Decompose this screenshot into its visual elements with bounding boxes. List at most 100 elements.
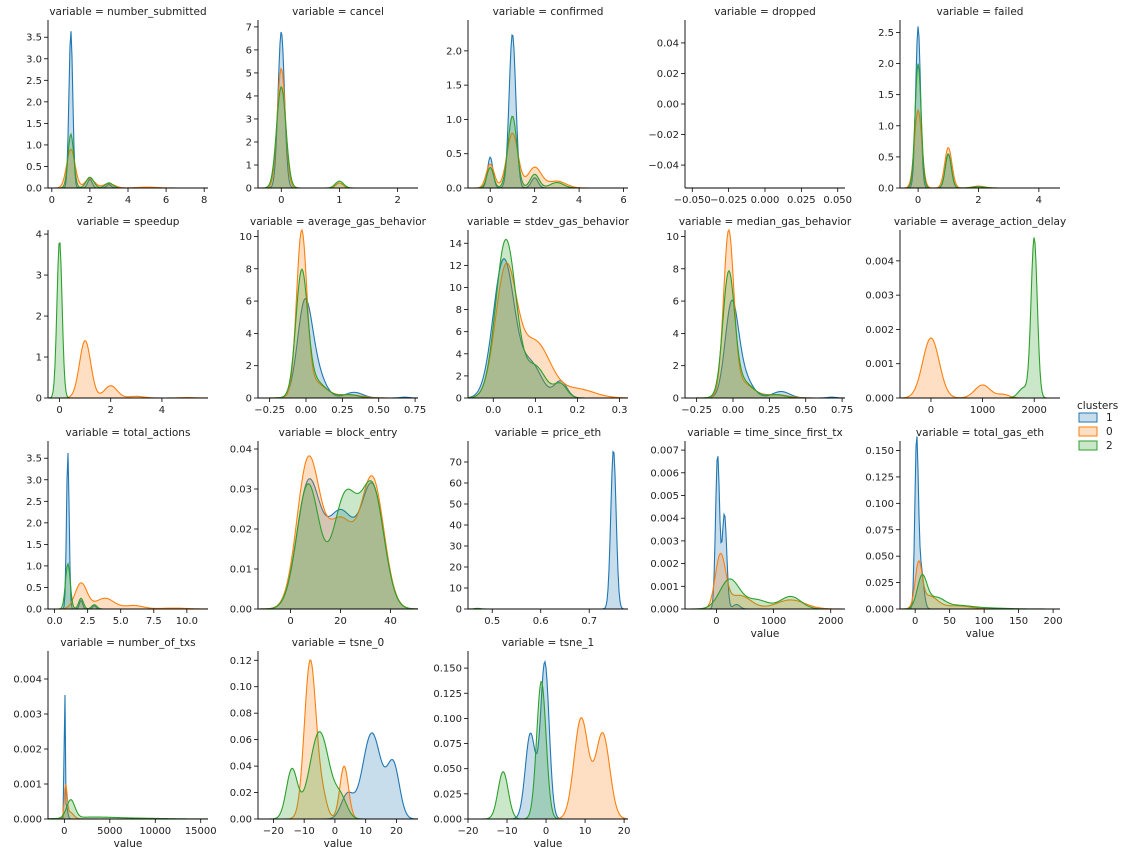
y-tick-label: 0 — [36, 394, 42, 405]
x-tick-label: 4 — [125, 195, 131, 206]
x-tick-label: −10 — [294, 826, 315, 837]
facet-title: variable = tsne_0 — [292, 637, 384, 649]
density-area-cluster-0 — [685, 229, 845, 398]
y-tick-label: 4 — [673, 329, 679, 340]
density-line-cluster-0 — [48, 339, 209, 399]
x-tick-label: 0.6 — [533, 616, 549, 627]
legend-swatch-cluster-0 — [1078, 426, 1098, 437]
legend-label: 2 — [1106, 440, 1113, 452]
facet-title: variable = dropped — [714, 6, 815, 18]
y-tick-label: 0.002 — [865, 325, 894, 336]
density-line-cluster-1 — [685, 456, 845, 610]
y-tick-label: 0.003 — [650, 536, 679, 547]
y-tick-label: 8 — [456, 305, 462, 316]
density-line-cluster-0 — [48, 582, 209, 610]
y-tick-label: 0.001 — [865, 359, 894, 370]
density-line-cluster-2 — [258, 480, 419, 610]
x-tick-label: 40 — [384, 616, 397, 627]
facet-title: variable = time_since_first_tx — [687, 427, 842, 439]
x-tick-label: 2000 — [818, 616, 843, 627]
y-tick-label: 8 — [246, 264, 252, 275]
x-tick-label: 0 — [487, 195, 493, 206]
x-tick-label: 5.0 — [113, 616, 129, 627]
y-tick-label: 0.10 — [230, 682, 252, 693]
density-area-cluster-0 — [48, 582, 208, 609]
y-tick-label: 0.04 — [230, 445, 252, 456]
facet-title: variable = tsne_1 — [502, 637, 594, 649]
x-axis-label: value — [324, 838, 353, 850]
density-area-cluster-2 — [48, 242, 208, 398]
y-tick-label: 6 — [673, 297, 679, 308]
y-tick-label: 0.000 — [13, 815, 42, 826]
y-tick-label: 1 — [246, 160, 252, 171]
facet-7: variable = stdev_gas_behavior 0 2 4 6 8 10 12 14… — [449, 216, 629, 416]
x-tick-label: 20 — [618, 826, 631, 837]
x-tick-label: 0.7 — [581, 616, 597, 627]
x-tick-label: 2 — [108, 405, 114, 416]
x-tick-label: 2 — [87, 195, 93, 206]
y-tick-label: 6 — [246, 45, 252, 56]
y-tick-label: 0.150 — [433, 664, 462, 675]
y-tick-label: 4 — [246, 91, 252, 102]
facet-12: variable = price_eth 0 10 20 30 40 50 60 70 0.5 0.… — [449, 427, 628, 627]
y-tick-label: 0.5 — [26, 583, 42, 594]
density-area-cluster-0 — [900, 338, 1060, 398]
y-tick-label: 2 — [456, 371, 462, 382]
density-area-cluster-0 — [900, 560, 1060, 609]
facet-title: variable = total_gas_eth — [916, 427, 1044, 439]
facet-title: variable = cancel — [292, 6, 384, 18]
x-tick-label: 15000 — [185, 826, 217, 837]
density-area-cluster-2 — [258, 480, 418, 609]
density-line-cluster-0 — [258, 228, 418, 399]
y-tick-label: 0.00 — [230, 815, 252, 826]
y-tick-label: 2.5 — [26, 497, 42, 508]
x-tick-label: 2 — [531, 195, 537, 206]
density-area-cluster-0 — [48, 340, 208, 398]
density-line-cluster-2 — [685, 269, 845, 399]
x-tick-label: 0.25 — [331, 405, 353, 416]
facet-16: variable = tsne_0 0.00 0.02 0.04 0.06 0.08 0.1… — [230, 637, 419, 850]
y-tick-label: 0.06 — [230, 735, 252, 746]
y-tick-label: 1 — [36, 353, 42, 364]
y-tick-label: 2.5 — [26, 76, 42, 87]
y-tick-label: 2.0 — [446, 46, 462, 57]
density-area-cluster-2 — [258, 86, 418, 188]
y-tick-label: 60 — [449, 479, 462, 490]
x-tick-label: 0.25 — [758, 405, 780, 416]
facet-9: variable = average_action_delay 0.000 0.00… — [865, 216, 1066, 416]
y-tick-label: 0 — [246, 394, 252, 405]
y-tick-label: 0.100 — [433, 714, 462, 725]
density-line-cluster-0 — [685, 228, 845, 399]
y-tick-label: 0.007 — [650, 446, 679, 457]
y-tick-label: 10 — [239, 232, 252, 243]
x-tick-label: 0.3 — [612, 405, 628, 416]
facet-4: variable = failed 0.0 0.5 1.0 1.5 2.0 2.5 0 2 4 — [878, 6, 1060, 206]
x-tick-label: 20 — [390, 826, 403, 837]
density-area-cluster-1 — [685, 300, 845, 398]
x-tick-label: 0.00 — [722, 405, 744, 416]
y-tick-label: 3.5 — [26, 33, 42, 44]
density-area-cluster-1 — [468, 661, 628, 819]
y-tick-label: 30 — [449, 542, 462, 553]
facet-title: variable = average_gas_behavior — [250, 216, 427, 228]
y-tick-label: 1.5 — [878, 90, 894, 101]
y-tick-label: 0.003 — [865, 291, 894, 302]
y-tick-label: 2.5 — [878, 28, 894, 39]
y-tick-label: 0.001 — [650, 582, 679, 593]
density-line-cluster-0 — [467, 262, 629, 399]
facet-14: variable = total_gas_eth 0.000 0.025 0.050 0… — [865, 427, 1062, 640]
y-tick-label: 0.5 — [26, 162, 42, 173]
x-tick-label: 0 — [56, 405, 62, 416]
y-tick-label: 4 — [246, 329, 252, 340]
y-tick-label: 3 — [246, 114, 252, 125]
density-line-cluster-1 — [48, 452, 208, 610]
facet-title: variable = total_actions — [66, 427, 191, 439]
x-tick-label: 0.0 — [47, 616, 63, 627]
x-tick-label: 6 — [163, 195, 169, 206]
y-tick-label: 1.5 — [446, 81, 462, 92]
y-tick-label: 1.0 — [26, 140, 42, 151]
y-tick-label: 0.075 — [433, 739, 462, 750]
x-tick-label: 2.5 — [80, 616, 96, 627]
y-tick-label: 0.002 — [650, 559, 679, 570]
